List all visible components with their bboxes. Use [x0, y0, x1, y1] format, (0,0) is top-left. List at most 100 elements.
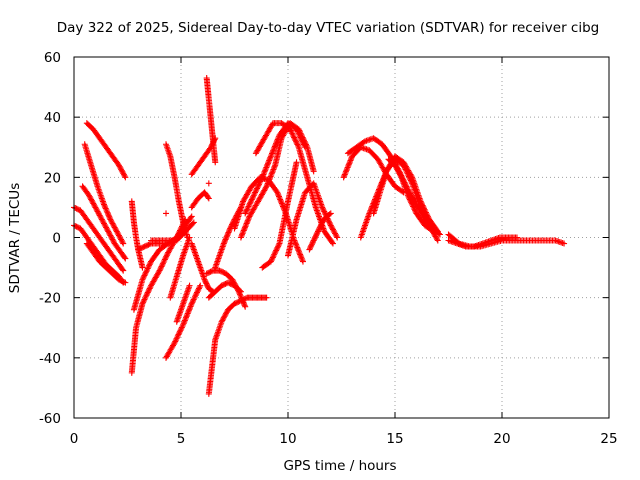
series-arc-22	[205, 294, 270, 397]
data-point	[225, 279, 232, 286]
data-point	[113, 228, 120, 235]
data-point	[314, 228, 321, 235]
data-point	[105, 228, 112, 235]
series-track	[189, 190, 211, 210]
series-track	[72, 205, 126, 273]
x-tick-label: 25	[600, 431, 617, 447]
series-arc-13	[163, 141, 191, 241]
series-arc-32	[306, 210, 334, 253]
data-point	[242, 210, 249, 217]
series-track	[285, 181, 340, 258]
data-point	[135, 246, 142, 253]
data-point	[120, 240, 127, 247]
y-tick-label: -40	[39, 351, 61, 367]
series-track	[84, 241, 128, 286]
series-track	[242, 121, 308, 216]
series-arc-21	[205, 180, 212, 187]
y-tick-label: 40	[44, 110, 61, 126]
series-arc-31	[259, 159, 300, 271]
data-point	[327, 222, 334, 229]
series-arc-15	[163, 282, 204, 361]
chart-title: Day 322 of 2025, Sidereal Day-to-day VTE…	[57, 20, 600, 36]
axis-ticks: 0 5 10 15 20 25 -60 -40 -20 0 20 40 60	[39, 50, 618, 447]
series-track	[206, 294, 269, 396]
data-point	[92, 204, 99, 211]
series-track	[341, 144, 406, 195]
series-arc-17	[188, 240, 217, 295]
data-point	[259, 174, 266, 181]
y-axis-label: SDTVAR / TECUs	[7, 183, 23, 293]
series-arc-6	[83, 240, 129, 286]
data-point	[188, 300, 195, 307]
data-point	[180, 321, 187, 328]
series-arc-8	[128, 198, 146, 271]
series-track	[163, 284, 203, 360]
series-arc-36	[370, 156, 441, 244]
data-point	[340, 174, 347, 181]
x-tick-label: 10	[279, 431, 296, 447]
data-point	[163, 210, 170, 217]
series-arc-20	[203, 75, 219, 166]
x-axis-label: GPS time / hours	[283, 458, 396, 474]
series-track	[72, 223, 126, 285]
y-tick-label: -60	[39, 411, 61, 427]
data-point	[334, 234, 341, 241]
series-track	[189, 242, 216, 294]
series-track	[307, 211, 333, 252]
series-arc-4	[81, 141, 127, 247]
x-tick-label: 5	[177, 431, 186, 447]
data-point	[122, 174, 129, 181]
data-point	[141, 243, 148, 250]
series-arc-29	[252, 120, 336, 247]
grid	[74, 57, 609, 418]
series-track	[174, 284, 193, 324]
series-track	[163, 142, 190, 239]
series-track	[203, 76, 219, 164]
series-track	[82, 142, 126, 246]
y-tick-label: -20	[39, 291, 61, 307]
data-point	[98, 216, 105, 223]
data-point	[205, 180, 212, 187]
x-tick-label: 0	[70, 431, 79, 447]
series-arc-18	[188, 189, 212, 211]
series-track	[136, 240, 170, 252]
data-point	[267, 153, 274, 160]
series-track	[84, 121, 128, 179]
data-point	[299, 258, 306, 265]
series-arc-30	[285, 180, 341, 259]
series-arc-5	[79, 183, 129, 262]
y-tick-label: 60	[44, 50, 61, 66]
data-point	[203, 270, 210, 277]
series-track	[167, 236, 193, 300]
series-track	[80, 184, 128, 261]
data-point	[197, 282, 204, 289]
series-arc-3	[83, 120, 129, 181]
series-track	[446, 234, 519, 250]
data-points	[71, 75, 568, 397]
y-tick-label: 0	[52, 231, 61, 247]
data-point	[242, 303, 249, 310]
series-arc-14	[167, 234, 193, 301]
series-arc-11	[148, 219, 197, 244]
series-arc-16	[173, 282, 193, 325]
data-point	[107, 216, 114, 223]
series-track	[128, 199, 146, 270]
series-track	[260, 160, 300, 270]
x-tick-label: 15	[386, 431, 403, 447]
series-arc-37	[385, 156, 437, 235]
series-track	[386, 157, 436, 234]
series-track	[206, 280, 243, 300]
data-point	[306, 246, 313, 253]
series-arc-39	[445, 234, 520, 250]
data-point	[310, 237, 317, 244]
series-arc-24	[205, 279, 244, 301]
y-tick-label: 20	[44, 170, 61, 186]
x-tick-label: 20	[493, 431, 510, 447]
series-arc-12	[163, 210, 170, 217]
series-track	[253, 120, 336, 246]
data-point	[122, 279, 129, 286]
data-point	[237, 234, 244, 241]
data-point	[302, 144, 309, 151]
data-point	[250, 192, 257, 199]
